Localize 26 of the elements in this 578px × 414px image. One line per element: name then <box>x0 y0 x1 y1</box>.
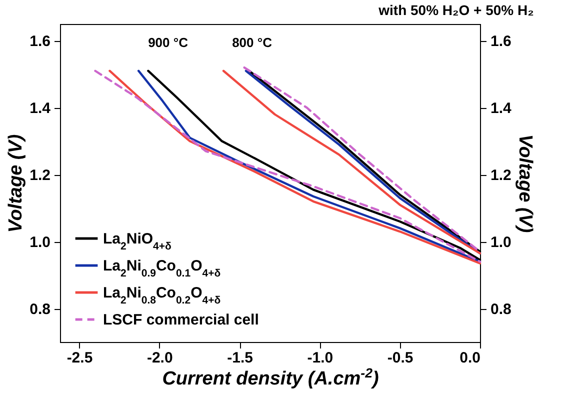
x-axis-title: Current density (A.cm$^{-2}$) <box>162 365 379 390</box>
x-tick-label: 0.0 <box>460 350 480 366</box>
x-tick-label: -1.5 <box>227 350 253 366</box>
annotation: 900 °C <box>148 35 189 50</box>
chart-title: with 50% H₂O + 50% H₂ <box>378 2 534 18</box>
legend-label: La$_{2}$Ni$_{0.8}$Co$_{0.2}$O$_{4+δ}$ <box>103 284 221 306</box>
legend-label: La$_{2}$Ni$_{0.9}$Co$_{0.1}$O$_{4+δ}$ <box>103 258 221 280</box>
y2-tick-label: 1.2 <box>490 167 512 184</box>
y-axis-title: Voltage (V) <box>6 134 27 233</box>
y-tick-label: 1.2 <box>30 167 50 184</box>
x-tick-label: -2.0 <box>146 350 173 366</box>
y-tick-label: 1.4 <box>30 100 52 118</box>
y-tick-label: 0.8 <box>30 301 50 318</box>
y2-tick-label: 1.4 <box>490 100 512 118</box>
annotation: 800 °C <box>232 35 273 50</box>
y2-tick-label: 1.0 <box>490 234 512 252</box>
y-tick-label: 1.6 <box>30 33 50 50</box>
x-tick-label: -0.5 <box>387 350 414 366</box>
y2-axis-title: Voltage (V) <box>514 134 536 233</box>
y-tick-label: 1.0 <box>30 234 50 252</box>
y2-tick-label: 1.6 <box>490 33 512 50</box>
x-tick-label: -2.5 <box>66 350 93 366</box>
x-tick-label: -1.0 <box>307 350 334 366</box>
legend-label: La$_{2}$NiO$_{4+δ}$ <box>103 230 172 252</box>
y2-tick-label: 0.8 <box>490 301 512 318</box>
legend-label: LSCF commercial cell <box>103 312 259 328</box>
